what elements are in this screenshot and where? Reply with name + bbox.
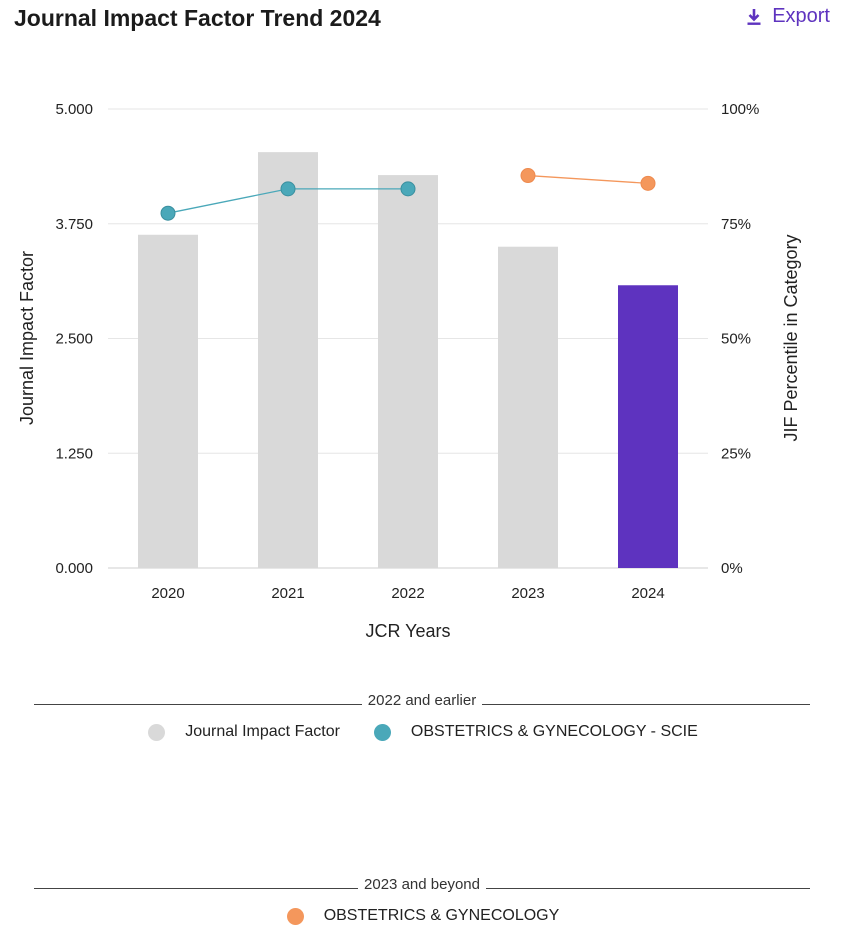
series-line	[527, 174, 649, 185]
y-axis-title: Journal Impact Factor	[17, 251, 37, 425]
legend-marker	[286, 907, 304, 925]
y-tick-label: 2.500	[55, 331, 93, 348]
x-tick-label: 2021	[271, 585, 304, 602]
y-tick-label: 1.250	[55, 445, 93, 462]
x-axis-title: JCR Years	[365, 621, 450, 641]
bar-2020	[138, 234, 198, 569]
x-tick-label: 2024	[631, 585, 664, 602]
legend-item-jif[interactable]: Journal Impact Factor	[148, 723, 340, 741]
divider-line	[482, 704, 811, 705]
data-point-2022	[400, 181, 416, 197]
legend-label: OBSTETRICS & GYNECOLOGY	[323, 907, 560, 924]
legend-row-beyond: OBSTETRICS & GYNECOLOGY	[0, 907, 846, 925]
data-point-2021	[280, 181, 296, 197]
data-point-2023	[520, 168, 536, 184]
y2-tick-label: 50%	[721, 331, 751, 348]
bar-2022	[378, 175, 438, 568]
legend-marker	[148, 723, 166, 741]
legend-item-obgyn[interactable]: OBSTETRICS & GYNECOLOGY	[286, 907, 560, 925]
export-label: Export	[772, 5, 830, 27]
bar-2023	[498, 246, 558, 568]
legend-group-label: 2023 and beyond	[364, 876, 480, 893]
data-point-2024	[640, 175, 656, 191]
y-tick-label: 3.750	[55, 216, 93, 233]
legend-group-earlier: 2022 and earlier	[34, 692, 811, 709]
legend-marker	[373, 723, 391, 741]
divider-line	[485, 888, 811, 889]
y-tick-label: 5.000	[55, 101, 93, 118]
export-button[interactable]: Export	[746, 5, 830, 28]
x-tick-label: 2023	[511, 585, 544, 602]
y2-tick-label: 0%	[721, 560, 743, 577]
x-tick-label: 2020	[151, 585, 184, 602]
y2-tick-label: 100%	[721, 101, 759, 118]
jif-trend-chart: 0.000 0% 1.250 25% 2.500 50% 3.750 75% 5.000 100%…	[17, 101, 801, 641]
chart-title: Journal Impact Factor Trend 2024	[14, 5, 381, 31]
legend-label: Journal Impact Factor	[185, 723, 340, 740]
legend-group-beyond: 2023 and beyond	[34, 876, 811, 893]
legend-item-scie[interactable]: OBSTETRICS & GYNECOLOGY - SCIE	[373, 723, 698, 741]
divider-line	[34, 888, 359, 889]
y2-axis-title: JIF Percentile in Category	[781, 234, 801, 441]
x-tick-label: 2022	[391, 585, 424, 602]
legend-label: OBSTETRICS & GYNECOLOGY - SCIE	[410, 723, 698, 740]
bar-2021	[258, 152, 318, 568]
data-point-2020	[160, 205, 176, 221]
download-icon	[747, 8, 761, 25]
legend-group-label: 2022 and earlier	[367, 692, 477, 709]
bar-2024	[618, 285, 678, 568]
y2-tick-label: 75%	[721, 216, 751, 233]
y2-tick-label: 25%	[721, 445, 751, 462]
divider-line	[34, 704, 362, 705]
y-tick-label: 0.000	[55, 560, 93, 577]
legend-row-earlier: Journal Impact Factor OBSTETRICS & GYNEC…	[0, 723, 846, 741]
